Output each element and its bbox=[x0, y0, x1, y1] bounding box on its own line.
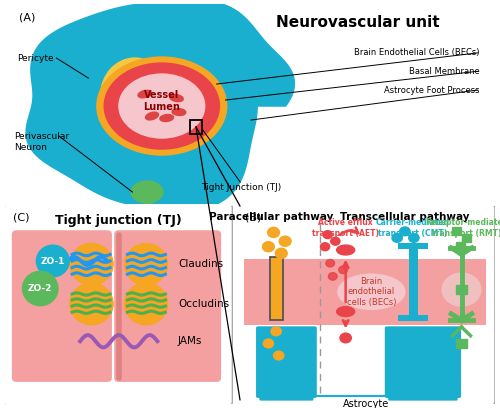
FancyBboxPatch shape bbox=[398, 315, 428, 321]
Ellipse shape bbox=[160, 115, 173, 122]
Circle shape bbox=[392, 233, 402, 242]
Ellipse shape bbox=[100, 58, 169, 134]
Text: Carrier-mediated
transport (CMT): Carrier-mediated transport (CMT) bbox=[376, 218, 450, 237]
Text: Astrocyte: Astrocyte bbox=[343, 399, 390, 408]
Circle shape bbox=[330, 237, 340, 245]
FancyBboxPatch shape bbox=[236, 205, 495, 405]
Circle shape bbox=[323, 231, 332, 239]
Circle shape bbox=[320, 243, 330, 251]
Circle shape bbox=[70, 244, 113, 285]
Text: Occludins: Occludins bbox=[178, 299, 229, 309]
FancyBboxPatch shape bbox=[0, 1, 500, 208]
Circle shape bbox=[271, 327, 281, 336]
Ellipse shape bbox=[172, 109, 186, 115]
Text: Paracellular pathway: Paracellular pathway bbox=[209, 212, 333, 222]
Circle shape bbox=[263, 339, 274, 348]
Ellipse shape bbox=[119, 74, 204, 138]
Text: Perivascular
Neuron: Perivascular Neuron bbox=[14, 132, 69, 152]
Polygon shape bbox=[144, 201, 151, 216]
Text: (B): (B) bbox=[245, 212, 262, 222]
Ellipse shape bbox=[138, 90, 151, 98]
Text: Tight Junction (TJ): Tight Junction (TJ) bbox=[201, 183, 281, 192]
Text: ZO-2: ZO-2 bbox=[28, 284, 52, 293]
FancyBboxPatch shape bbox=[385, 326, 461, 398]
Ellipse shape bbox=[125, 61, 189, 131]
Text: Transcellular pathway: Transcellular pathway bbox=[340, 212, 469, 222]
Circle shape bbox=[276, 248, 287, 258]
Circle shape bbox=[70, 283, 113, 325]
Ellipse shape bbox=[97, 57, 226, 155]
Text: Neurovascular unit: Neurovascular unit bbox=[276, 15, 440, 30]
Ellipse shape bbox=[336, 307, 354, 317]
Text: Basal Membrane: Basal Membrane bbox=[408, 67, 480, 76]
FancyBboxPatch shape bbox=[260, 392, 314, 401]
Ellipse shape bbox=[336, 245, 354, 255]
FancyBboxPatch shape bbox=[408, 248, 418, 320]
Ellipse shape bbox=[170, 95, 183, 102]
Text: Vessel
Lumen: Vessel Lumen bbox=[144, 91, 180, 112]
Circle shape bbox=[400, 227, 410, 236]
FancyBboxPatch shape bbox=[388, 392, 458, 401]
FancyBboxPatch shape bbox=[256, 326, 317, 398]
Ellipse shape bbox=[137, 215, 147, 220]
Text: Pericyte: Pericyte bbox=[17, 53, 54, 62]
Circle shape bbox=[279, 236, 291, 246]
Circle shape bbox=[328, 273, 337, 280]
Circle shape bbox=[262, 242, 274, 252]
FancyBboxPatch shape bbox=[4, 205, 232, 405]
Text: (C): (C) bbox=[13, 212, 30, 222]
Circle shape bbox=[36, 245, 69, 277]
Circle shape bbox=[326, 259, 334, 267]
Text: Astrocyte Foot Process: Astrocyte Foot Process bbox=[384, 86, 480, 95]
FancyBboxPatch shape bbox=[398, 243, 428, 249]
Text: Brain
endothelial
cells (BECs): Brain endothelial cells (BECs) bbox=[346, 277, 396, 307]
FancyBboxPatch shape bbox=[12, 230, 112, 382]
FancyBboxPatch shape bbox=[114, 230, 221, 382]
Polygon shape bbox=[26, 0, 294, 211]
Ellipse shape bbox=[131, 181, 163, 203]
FancyBboxPatch shape bbox=[244, 259, 486, 325]
Circle shape bbox=[124, 244, 168, 285]
Text: Tight junction (TJ): Tight junction (TJ) bbox=[56, 214, 182, 227]
Text: (A): (A) bbox=[18, 13, 35, 23]
Circle shape bbox=[124, 283, 168, 325]
Circle shape bbox=[274, 351, 284, 360]
FancyBboxPatch shape bbox=[270, 257, 282, 320]
Circle shape bbox=[442, 273, 481, 306]
Circle shape bbox=[340, 333, 351, 343]
Text: Active efflux
transport (AET): Active efflux transport (AET) bbox=[312, 218, 379, 237]
Circle shape bbox=[22, 271, 58, 306]
Ellipse shape bbox=[146, 112, 158, 120]
Circle shape bbox=[408, 233, 419, 242]
Circle shape bbox=[268, 227, 280, 237]
Text: Claudins: Claudins bbox=[178, 259, 223, 269]
Circle shape bbox=[338, 266, 347, 273]
Ellipse shape bbox=[104, 63, 220, 149]
Ellipse shape bbox=[338, 274, 405, 309]
Text: Brain Endothelial Cells (BECs): Brain Endothelial Cells (BECs) bbox=[354, 49, 480, 58]
Circle shape bbox=[408, 328, 419, 337]
Text: ZO-1: ZO-1 bbox=[40, 257, 65, 266]
Ellipse shape bbox=[148, 215, 160, 220]
Text: JAMs: JAMs bbox=[178, 336, 203, 346]
Text: Receptor-mediated
transport (RMT): Receptor-mediated transport (RMT) bbox=[425, 218, 500, 237]
